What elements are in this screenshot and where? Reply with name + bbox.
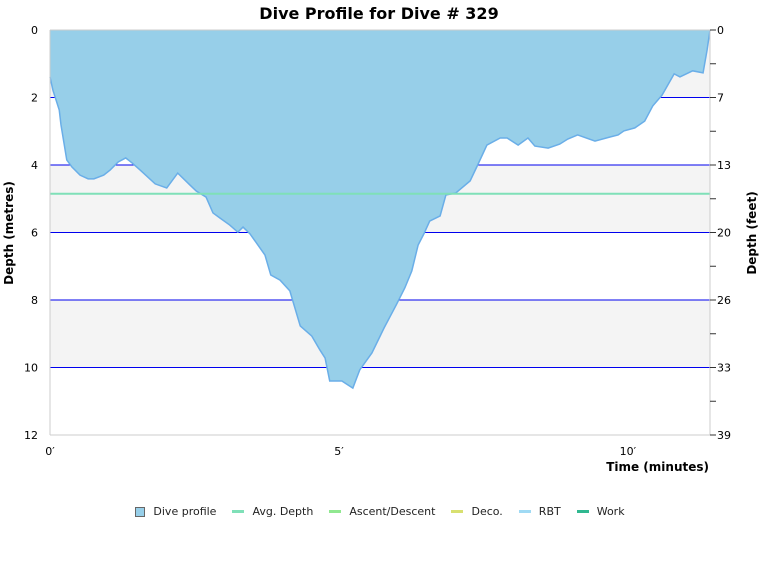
x-tick-label: 5′ bbox=[334, 445, 344, 458]
y-tick-label: 8 bbox=[31, 294, 38, 307]
y2-axis-label: Depth (feet) bbox=[745, 191, 759, 274]
legend-label: Work bbox=[596, 504, 625, 518]
y2-tick-label: 13 bbox=[717, 159, 731, 172]
y2-tick-label: 39 bbox=[717, 429, 731, 442]
legend-swatch bbox=[518, 510, 531, 513]
legend-swatch bbox=[135, 506, 146, 517]
y-tick-label: 10 bbox=[24, 362, 38, 375]
y2-tick-label: 7 bbox=[717, 92, 724, 105]
legend-swatch bbox=[232, 510, 245, 513]
y2-tick-label: 0 bbox=[717, 24, 724, 37]
legend-label: Avg. Depth bbox=[252, 504, 314, 518]
y-tick-label: 2 bbox=[31, 92, 38, 105]
legend-item[interactable]: Ascent/Descent bbox=[329, 505, 435, 518]
chart-title: Dive Profile for Dive # 329 bbox=[259, 4, 498, 23]
y-tick-label: 6 bbox=[31, 227, 38, 240]
y-tick-label: 4 bbox=[31, 159, 38, 172]
y2-tick-label: 33 bbox=[717, 362, 731, 375]
x-tick-label: 10′ bbox=[620, 445, 637, 458]
x-axis-label: Time (minutes) bbox=[606, 460, 709, 474]
legend-item[interactable]: Deco. bbox=[451, 504, 503, 518]
legend-item[interactable]: RBT bbox=[518, 504, 561, 518]
y-tick-label: 0 bbox=[31, 24, 38, 37]
y2-tick-label: 26 bbox=[717, 294, 731, 307]
legend: Dive profile Avg. Depth Ascent/Descent Deco… bbox=[0, 504, 760, 518]
legend-item[interactable]: Dive profile bbox=[135, 505, 216, 518]
legend-item[interactable]: Avg. Depth bbox=[232, 505, 313, 518]
y2-tick-label: 20 bbox=[717, 227, 731, 240]
x-tick-label: 0′ bbox=[45, 445, 55, 458]
profile-area bbox=[50, 30, 710, 389]
y-tick-label: 12 bbox=[24, 429, 38, 442]
legend-swatch bbox=[576, 510, 589, 513]
legend-item[interactable]: Work bbox=[576, 504, 625, 518]
dive-profile-chart: Dive Profile for Dive # 329 0 2 4 6 8 10 12 0 7 1… bbox=[2, 4, 759, 474]
legend-swatch bbox=[451, 510, 464, 513]
legend-label: Deco. bbox=[471, 504, 503, 518]
legend-label: Ascent/Descent bbox=[349, 504, 436, 518]
y-axis-label: Depth (metres) bbox=[2, 181, 16, 285]
legend-label: Dive profile bbox=[153, 504, 217, 518]
profile-line bbox=[49, 29, 711, 390]
legend-label: RBT bbox=[538, 504, 561, 518]
legend-swatch bbox=[329, 510, 342, 513]
